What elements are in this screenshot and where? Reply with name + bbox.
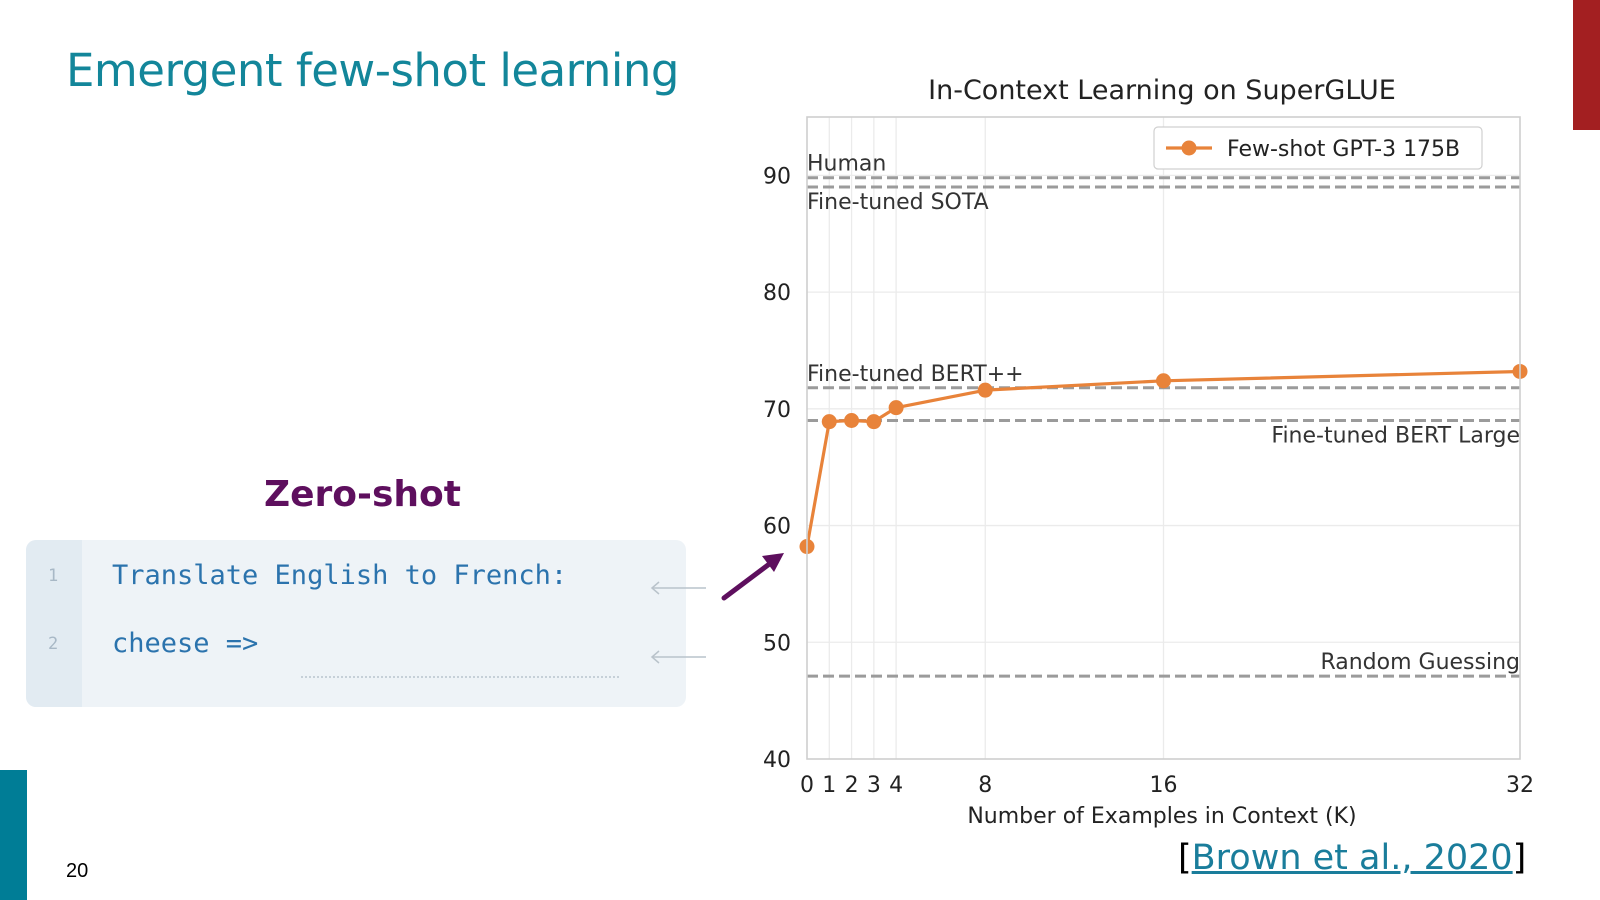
y-tick-label: 60 bbox=[763, 515, 791, 540]
reference-lines: Human Fine-tuned SOTA Fine-tuned BERT++ Fin… bbox=[807, 152, 1520, 678]
page-number: 20 bbox=[66, 860, 89, 882]
superglue-chart: Human Fine-tuned SOTA Fine-tuned BERT++ Fin… bbox=[763, 75, 1534, 829]
line-number: 1 bbox=[48, 566, 59, 586]
citation-close-bracket: ] bbox=[1512, 838, 1527, 878]
plot-frame bbox=[806, 116, 1521, 760]
x-axis-label: Number of Examples in Context (K) bbox=[967, 804, 1356, 829]
x-tick-label: 4 bbox=[889, 773, 903, 798]
prompt-code-box: 1 Translate English to French: 2 cheese … bbox=[26, 540, 686, 707]
x-tick-label: 0 bbox=[800, 773, 814, 798]
code-line-instruction: Translate English to French: bbox=[112, 560, 568, 591]
reference-label: Fine-tuned SOTA bbox=[807, 190, 989, 215]
chart-grid bbox=[806, 117, 1521, 760]
x-tick-label: 32 bbox=[1506, 773, 1534, 798]
answer-blank-underline bbox=[301, 676, 619, 678]
corner-accent-bar bbox=[1573, 0, 1600, 130]
data-point bbox=[1156, 373, 1171, 389]
legend-label: Few-shot GPT-3 175B bbox=[1227, 137, 1460, 162]
reference-label: Random Guessing bbox=[1320, 650, 1520, 675]
legend-box bbox=[1153, 126, 1483, 170]
chart-legend: Few-shot GPT-3 175B bbox=[1153, 126, 1483, 170]
data-point bbox=[866, 414, 882, 430]
y-tick-label: 40 bbox=[763, 748, 791, 773]
citation-open-bracket: [ bbox=[1178, 838, 1192, 878]
chart-series bbox=[799, 363, 1528, 555]
x-tick-label: 1 bbox=[822, 773, 836, 798]
x-tick-label: 8 bbox=[978, 773, 992, 798]
legend-marker bbox=[1181, 140, 1197, 156]
code-line-prompt: cheese => bbox=[112, 628, 259, 659]
chart-axes: 40 50 60 70 80 90 0 1 2 3 4 8 16 32 bbox=[763, 116, 1534, 798]
line-number-gutter bbox=[26, 540, 82, 707]
y-tick-label: 50 bbox=[763, 631, 791, 656]
reference-label: Fine-tuned BERT++ bbox=[807, 362, 1024, 387]
pointer-arrow-icon bbox=[721, 553, 784, 601]
data-point bbox=[844, 412, 860, 428]
data-point bbox=[888, 400, 904, 416]
y-tick-label: 70 bbox=[763, 398, 791, 423]
citation-link[interactable]: Brown et al., 2020 bbox=[1191, 838, 1513, 878]
left-arrow-icon bbox=[650, 650, 706, 664]
reference-label: Human bbox=[807, 152, 886, 177]
data-point bbox=[977, 382, 993, 398]
data-point bbox=[821, 414, 837, 430]
left-accent-bar bbox=[0, 770, 27, 900]
x-tick-label: 3 bbox=[867, 773, 881, 798]
chart-title: In-Context Learning on SuperGLUE bbox=[928, 75, 1396, 106]
line-number: 2 bbox=[48, 634, 59, 654]
x-tick-label: 2 bbox=[845, 773, 859, 798]
reference-label: Fine-tuned BERT Large bbox=[1271, 423, 1520, 448]
y-tick-label: 90 bbox=[763, 164, 791, 189]
slide-title: Emergent few-shot learning bbox=[66, 44, 679, 97]
zero-shot-label: Zero-shot bbox=[264, 474, 461, 515]
y-tick-label: 80 bbox=[763, 281, 791, 306]
citation: [Brown et al., 2020] bbox=[1178, 838, 1526, 878]
x-tick-label: 16 bbox=[1150, 773, 1178, 798]
left-arrow-icon bbox=[650, 581, 706, 595]
